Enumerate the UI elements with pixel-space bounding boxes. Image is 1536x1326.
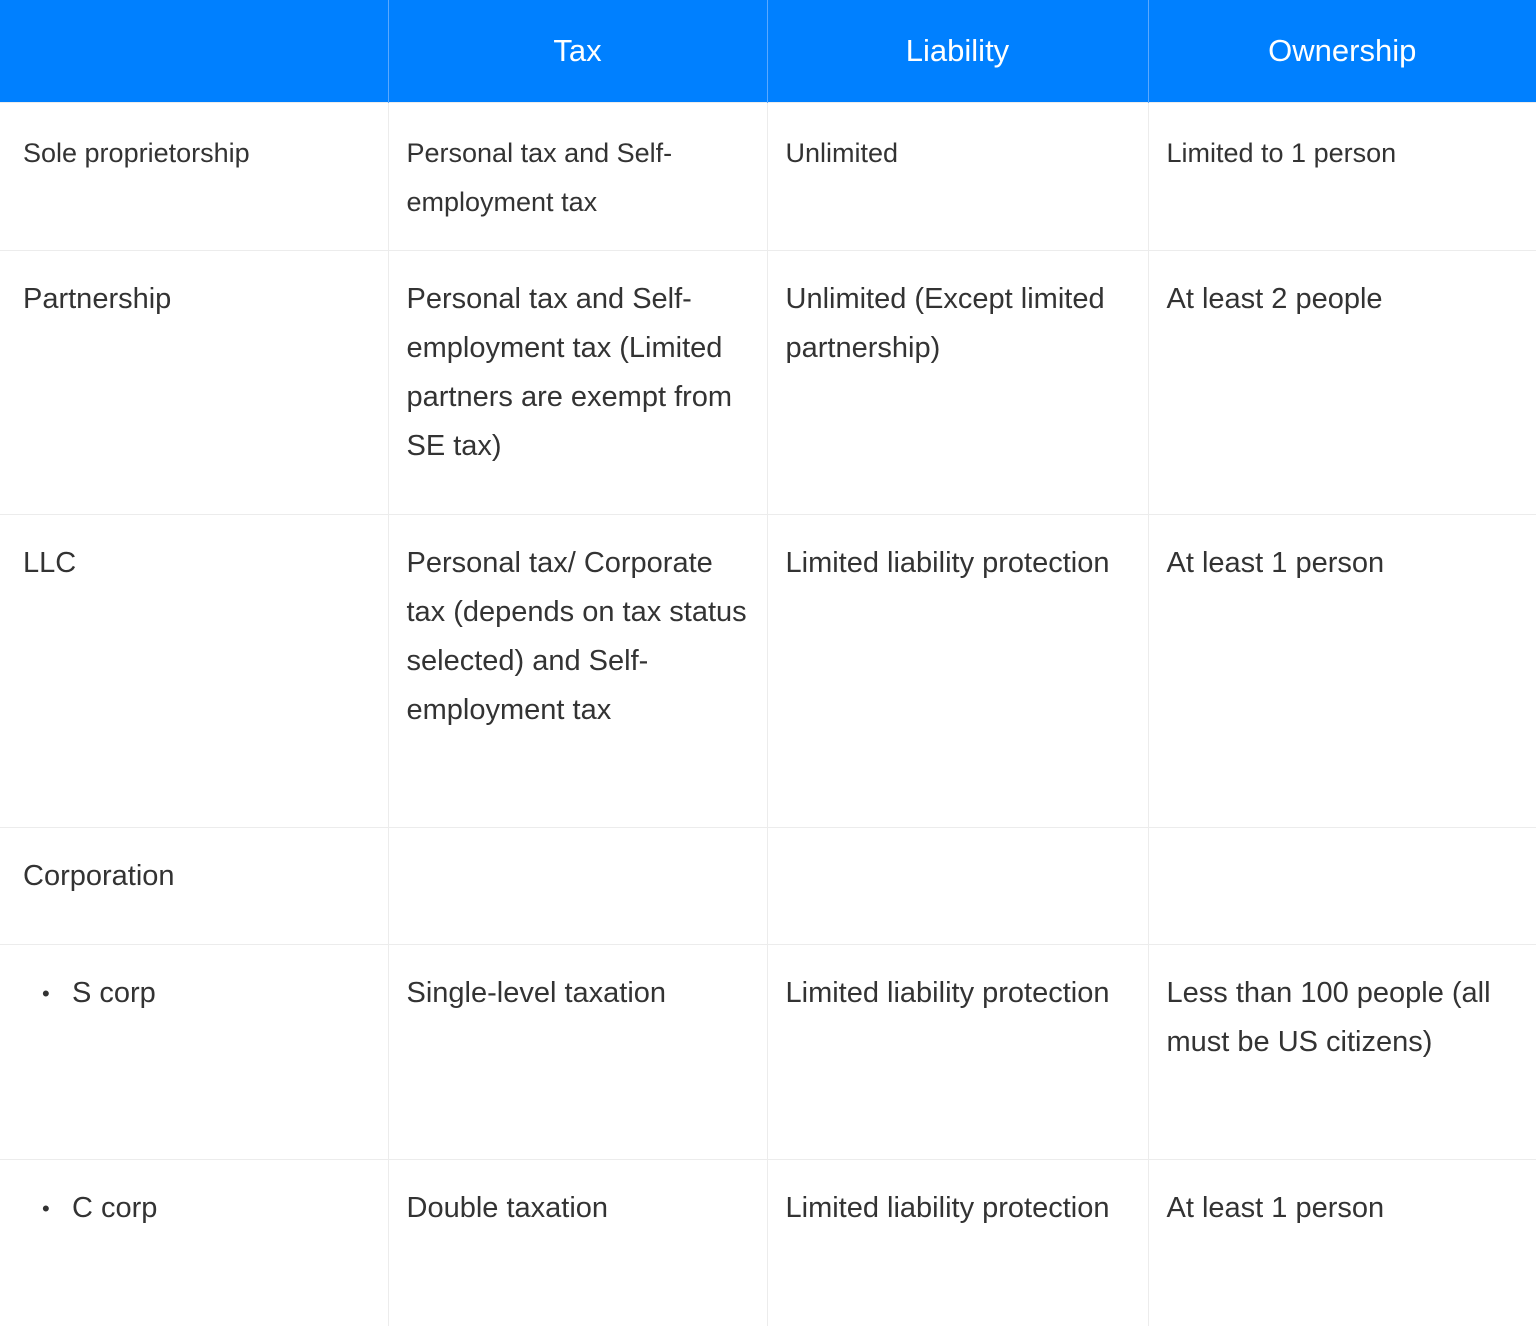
table-cell: Unlimited (Except limited partnership) bbox=[766, 250, 1148, 515]
table-cell bbox=[766, 827, 1148, 945]
table-row: Corporation bbox=[0, 827, 1536, 945]
table-row: LLC Personal tax/ Corporate tax (depends … bbox=[0, 514, 1536, 828]
row-label: Partnership bbox=[0, 250, 388, 515]
header-cell: Ownership bbox=[1147, 0, 1536, 103]
table-cell: At least 1 person bbox=[1147, 1159, 1536, 1326]
table-cell: Limited liability protection bbox=[766, 514, 1148, 828]
table-cell bbox=[1147, 827, 1536, 945]
table-cell: At least 1 person bbox=[1147, 514, 1536, 828]
row-label: Corporation bbox=[0, 827, 388, 945]
header-cell: Liability bbox=[766, 0, 1148, 103]
table-cell: At least 2 people bbox=[1147, 250, 1536, 515]
table-cell: Personal tax and Self-employment tax bbox=[387, 102, 767, 251]
header-row: Tax Liability Ownership bbox=[0, 0, 1536, 103]
table-row: Partnership Personal tax and Self-employm… bbox=[0, 250, 1536, 515]
table-cell: Unlimited bbox=[766, 102, 1148, 251]
header-corner bbox=[0, 0, 388, 103]
table-cell: Less than 100 people (all must be US cit… bbox=[1147, 944, 1536, 1160]
table-cell: Personal tax and Self-employment tax (Li… bbox=[387, 250, 767, 515]
table-cell: Limited liability protection bbox=[766, 1159, 1148, 1326]
header-cell: Tax bbox=[387, 0, 767, 103]
row-label: Sole proprietorship bbox=[0, 102, 388, 251]
row-label: C corp bbox=[0, 1159, 388, 1326]
table-cell: Personal tax/ Corporate tax (depends on … bbox=[387, 514, 767, 828]
table-cell: Double taxation bbox=[387, 1159, 767, 1326]
table-row: Sole proprietorship Personal tax and Self… bbox=[0, 102, 1536, 251]
row-label: LLC bbox=[0, 514, 388, 828]
table-cell: Limited liability protection bbox=[766, 944, 1148, 1160]
table-cell: Limited to 1 person bbox=[1147, 102, 1536, 251]
table-cell bbox=[387, 827, 767, 945]
row-label: S corp bbox=[0, 944, 388, 1160]
table-cell: Single-level taxation bbox=[387, 944, 767, 1160]
